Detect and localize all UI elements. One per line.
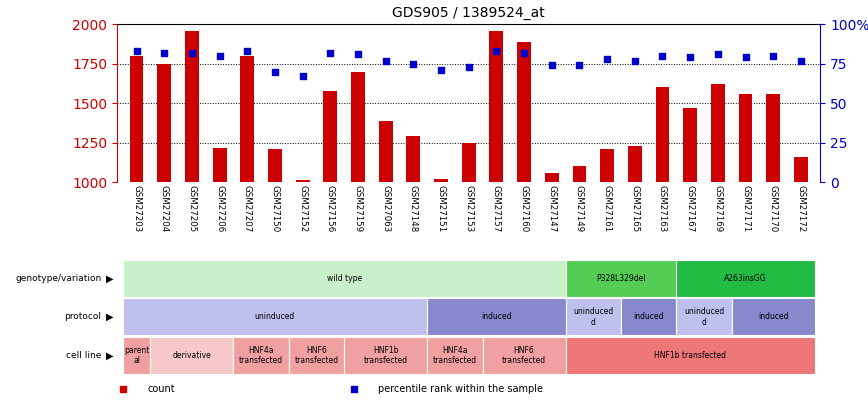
Bar [573, 166, 587, 182]
Point [185, 49, 199, 56]
Bar [289, 337, 344, 374]
Point [766, 53, 780, 59]
Text: ▶: ▶ [106, 312, 113, 322]
Bar [676, 298, 732, 335]
Point [268, 68, 282, 75]
Text: uninduced: uninduced [255, 312, 295, 322]
Text: derivative: derivative [173, 351, 211, 360]
Bar [378, 121, 392, 182]
Point [240, 48, 254, 54]
Text: HNF6
transfected: HNF6 transfected [502, 346, 546, 365]
Point [711, 51, 725, 58]
Bar [344, 337, 427, 374]
Bar [490, 31, 503, 182]
Bar [324, 91, 338, 182]
Bar [676, 260, 815, 297]
Bar [462, 143, 476, 182]
Bar [794, 157, 808, 182]
Point [545, 62, 559, 68]
Text: HNF4a
transfected: HNF4a transfected [433, 346, 477, 365]
Bar [483, 337, 566, 374]
Bar [129, 56, 143, 182]
Bar [739, 94, 753, 182]
Bar [122, 298, 427, 335]
Point [517, 49, 531, 56]
Bar [240, 56, 254, 182]
Title: GDS905 / 1389524_at: GDS905 / 1389524_at [392, 6, 545, 21]
Point [628, 58, 641, 64]
Point [655, 53, 669, 59]
Text: protocol: protocol [64, 312, 102, 322]
Point [794, 58, 808, 64]
Bar [732, 298, 815, 335]
Bar [150, 337, 233, 374]
Bar [233, 337, 289, 374]
Text: P328L329del: P328L329del [596, 274, 646, 283]
Bar [517, 42, 531, 182]
Bar [621, 298, 676, 335]
Point [324, 49, 338, 56]
Text: wild type: wild type [326, 274, 362, 283]
Bar [711, 84, 725, 182]
Point [296, 73, 310, 80]
Text: count: count [148, 384, 175, 394]
Bar [566, 337, 815, 374]
Point [462, 64, 476, 70]
Text: induced: induced [634, 312, 664, 322]
Point [573, 62, 587, 68]
Text: A263insGG: A263insGG [724, 274, 766, 283]
Point [378, 58, 392, 64]
Text: ▶: ▶ [106, 350, 113, 360]
Point [434, 67, 448, 73]
Bar [351, 72, 365, 182]
Text: percentile rank within the sample: percentile rank within the sample [378, 384, 543, 394]
Text: genotype/variation: genotype/variation [16, 274, 102, 283]
Bar [545, 173, 559, 182]
Text: parent
al: parent al [124, 346, 149, 365]
Text: induced: induced [481, 312, 511, 322]
Point [490, 48, 503, 54]
Bar [566, 260, 676, 297]
Bar [157, 64, 171, 182]
Bar [766, 94, 780, 182]
Bar [296, 180, 310, 182]
Bar [213, 147, 227, 182]
Point [351, 51, 365, 58]
Text: HNF1b transfected: HNF1b transfected [654, 351, 727, 360]
Bar [185, 31, 199, 182]
Bar [122, 337, 150, 374]
Text: HNF6
transfected: HNF6 transfected [294, 346, 339, 365]
Bar [122, 260, 566, 297]
Point [213, 53, 227, 59]
Point [129, 48, 143, 54]
Text: HNF1b
transfected: HNF1b transfected [364, 346, 408, 365]
Bar [427, 298, 566, 335]
Text: HNF4a
transfected: HNF4a transfected [239, 346, 283, 365]
Bar [566, 298, 621, 335]
Text: induced: induced [758, 312, 788, 322]
Point [157, 49, 171, 56]
Bar [406, 136, 420, 182]
Bar [628, 146, 641, 182]
Point [683, 54, 697, 61]
Bar [655, 87, 669, 182]
Text: cell line: cell line [66, 351, 102, 360]
Point [739, 54, 753, 61]
Point [406, 61, 420, 67]
Point [600, 56, 614, 62]
Bar [268, 149, 282, 182]
Bar [600, 149, 614, 182]
Text: uninduced
d: uninduced d [573, 307, 614, 326]
Text: uninduced
d: uninduced d [684, 307, 724, 326]
Bar [683, 108, 697, 182]
Text: ▶: ▶ [106, 273, 113, 283]
Bar [427, 337, 483, 374]
Bar [434, 179, 448, 182]
